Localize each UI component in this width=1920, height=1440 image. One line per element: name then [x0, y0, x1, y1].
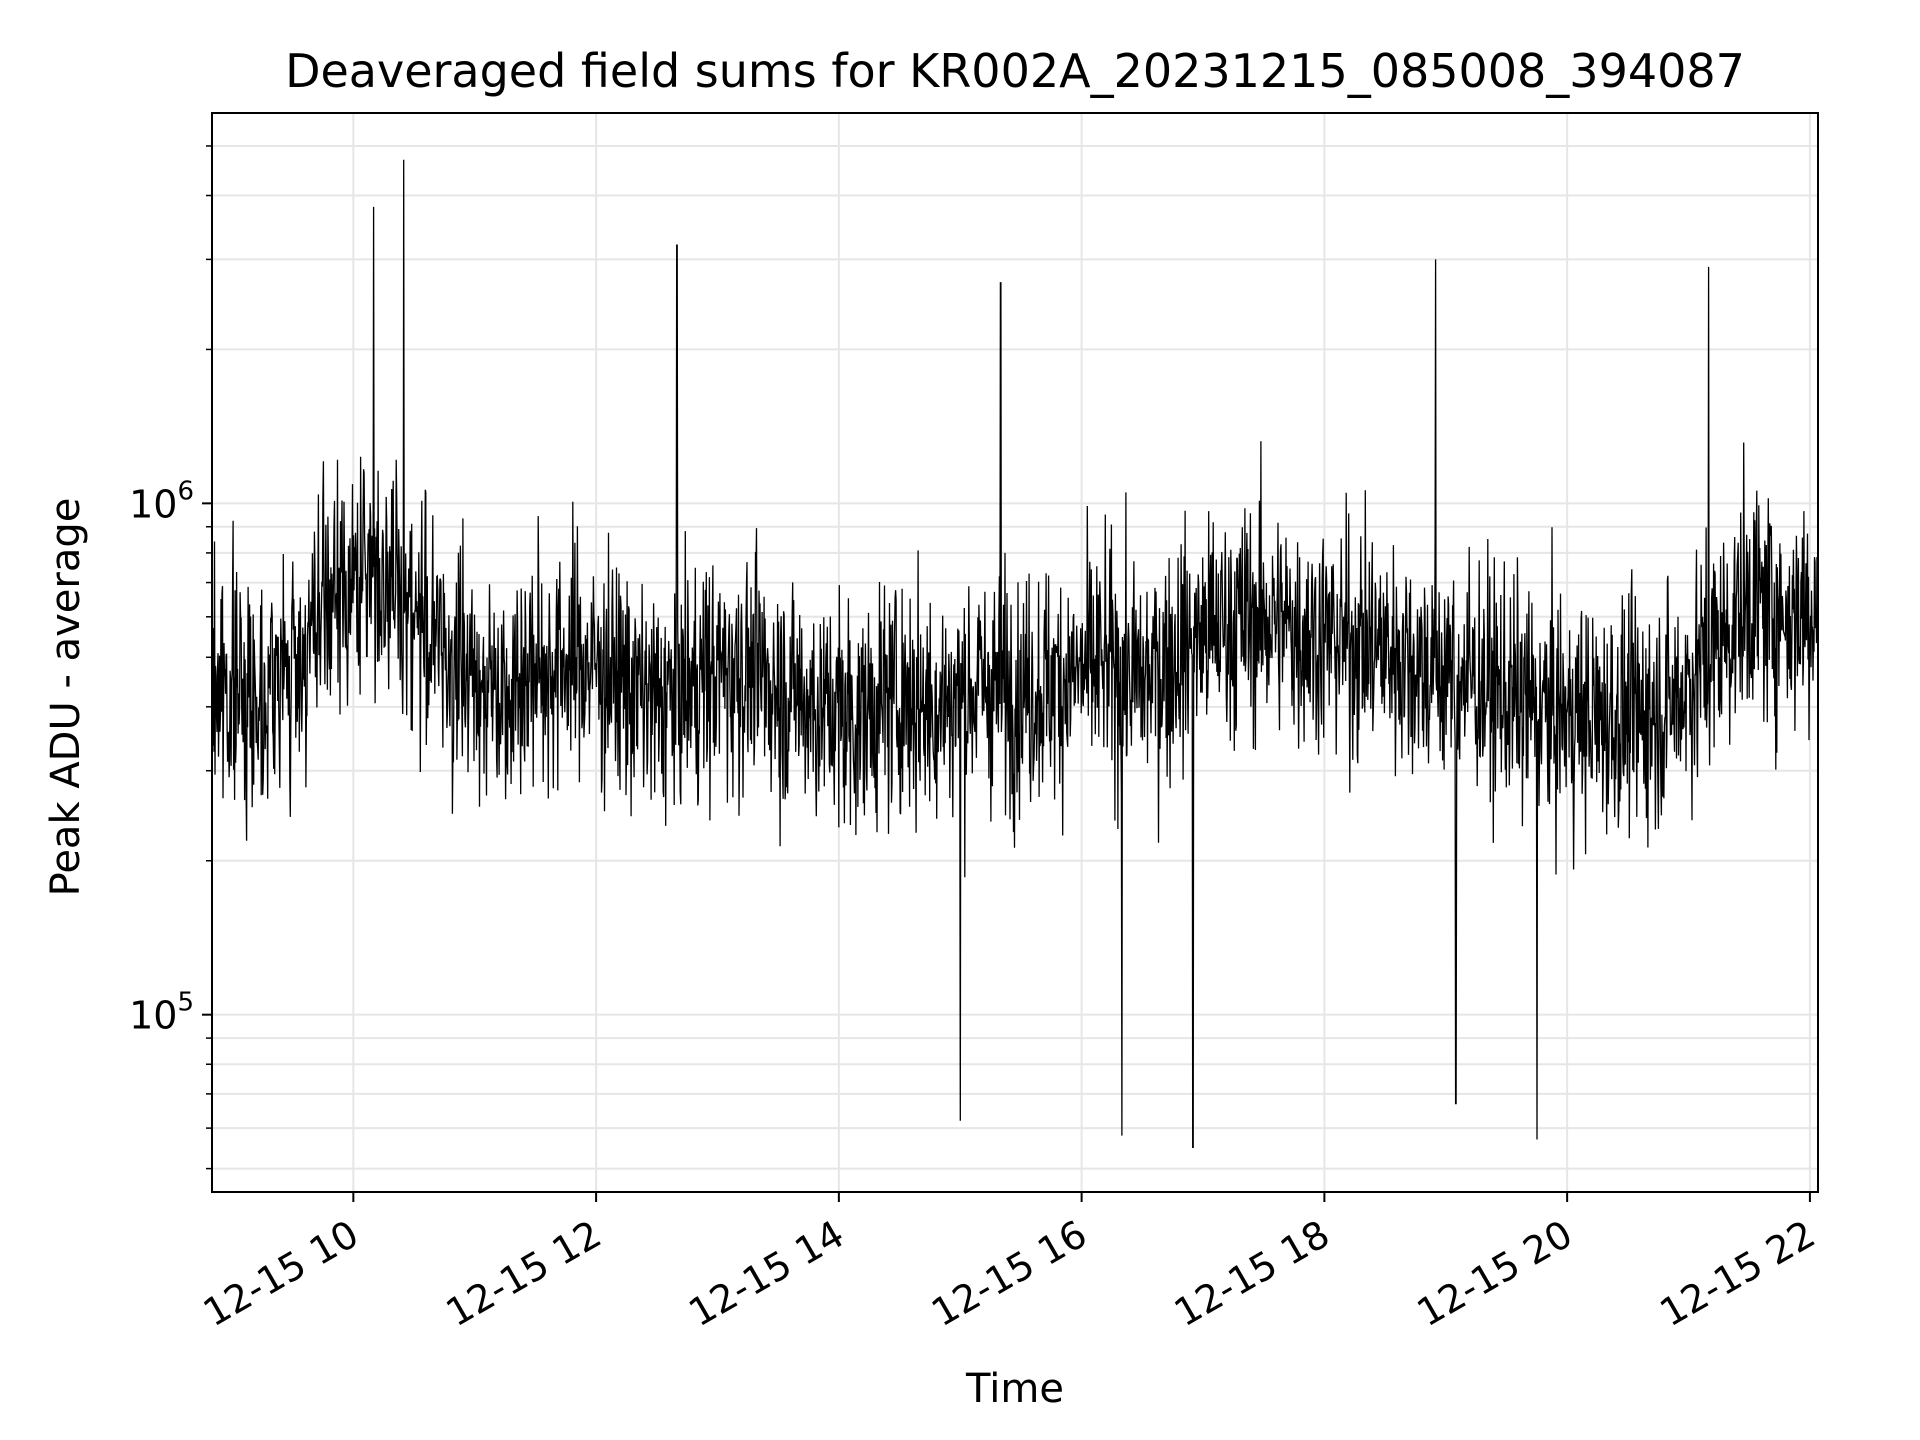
- y-tick-label: 105: [129, 988, 194, 1038]
- y-tick-label: 106: [129, 476, 194, 526]
- x-tick-label: 12-15 10: [196, 1212, 366, 1336]
- x-tick-label: 12-15 22: [1652, 1212, 1822, 1336]
- x-tick-label: 12-15 18: [1167, 1212, 1337, 1336]
- chart-title: Deaveraged field sums for KR002A_2023121…: [285, 44, 1745, 98]
- plot-frame: [211, 112, 1819, 1193]
- x-axis-label: Time: [966, 1366, 1064, 1412]
- x-tick-label: 12-15 16: [924, 1212, 1094, 1336]
- series-trace: [211, 159, 1819, 1149]
- x-tick-label: 12-15 14: [681, 1212, 851, 1336]
- y-axis-label: Peak ADU - average: [43, 497, 89, 897]
- x-tick-label: 12-15 12: [439, 1212, 609, 1336]
- x-tick-label: 12-15 20: [1410, 1212, 1580, 1336]
- series-line: [211, 159, 1819, 1149]
